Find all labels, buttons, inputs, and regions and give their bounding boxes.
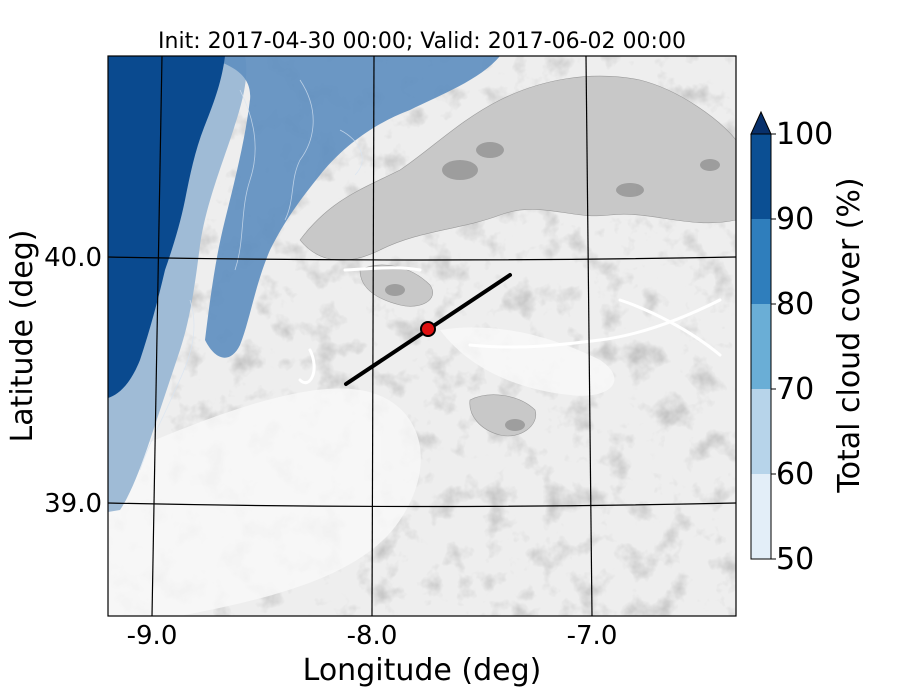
colorbar-label: Total cloud cover (%) [832,177,867,493]
terrain-lowlands [108,327,615,616]
colorbar-tick-label: 90 [776,202,814,237]
location-marker[interactable] [420,321,436,337]
colorbar-tick-label: 60 [776,457,814,492]
cloud-cover-70-80 [200,56,500,358]
colorbar-segment [751,474,771,559]
colorbar-tick-label: 70 [776,372,814,407]
graticule [108,56,736,616]
colorbar-tick-label: 50 [776,542,814,577]
map-area[interactable] [108,56,736,616]
x-tick-label: -7.0 [567,621,618,651]
map-frame [107,55,737,617]
colorbar-segment [751,134,771,219]
y-axis-label: Latitude (deg) [5,230,40,443]
y-ticks: 40.0 39.0 [44,243,102,519]
colorbar-extend-arrow [750,110,772,135]
cloud-contours [139,79,363,471]
map-title: Init: 2017-04-30 00:00; Valid: 2017-06-0… [158,29,686,54]
cloud-cover-over-90 [108,56,225,398]
colorbar-segment [751,304,771,389]
terrain-peaks [385,142,720,431]
x-axis-label: Longitude (deg) [303,653,542,688]
y-tick-label: 39.0 [44,489,102,519]
x-tick-label: -8.0 [347,621,398,651]
colorbar-segment [751,219,771,304]
colorbar-frame [750,133,772,560]
x-ticks: -9.0 -8.0 -7.0 [127,621,618,651]
rivers [298,266,722,384]
colorbar-segment [751,389,771,474]
colorbar: 50 60 70 80 90 100 [750,110,833,577]
colorbar-tick-label: 80 [776,287,814,322]
y-tick-label: 40.0 [44,243,102,273]
colorbar-tick-label: 100 [776,117,833,152]
x-tick-label: -9.0 [127,621,178,651]
